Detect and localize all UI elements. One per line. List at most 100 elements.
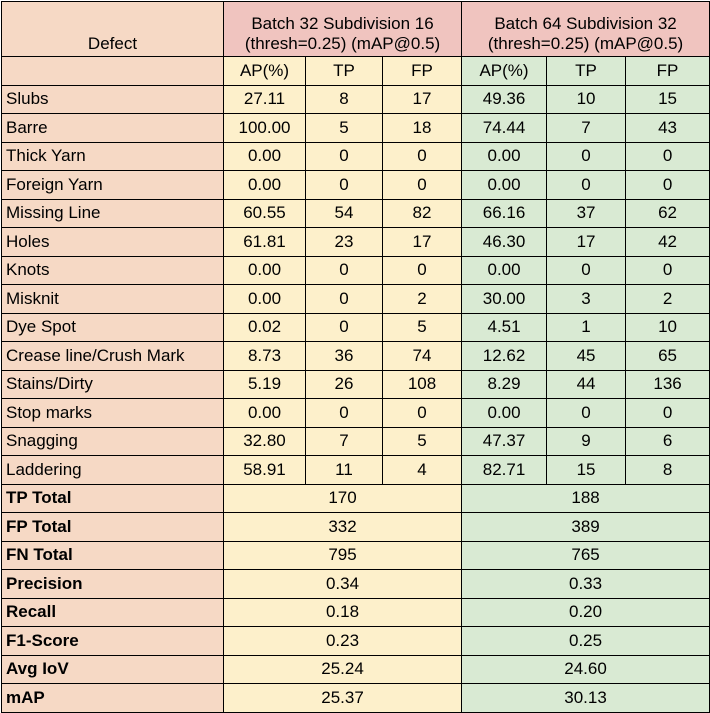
summary-row: FN Total 795 765 [1, 540, 710, 570]
table-row: Slubs 27.11 8 17 49.36 10 15 [1, 84, 710, 114]
defect-label: Dye Spot [1, 312, 224, 342]
batch64-ap-cell: 12.62 [461, 341, 548, 371]
batch32-summary-value: 0.34 [222, 569, 463, 599]
batch32-tp-cell: 0 [305, 312, 383, 342]
batch32-tp-cell: 54 [305, 198, 383, 228]
batch64-tp-cell: 17 [546, 227, 627, 257]
batch64-tp-cell: 10 [546, 84, 627, 114]
batch32-fp-cell: 0 [381, 141, 463, 171]
batch64-tp-cell: 9 [546, 426, 627, 456]
batch32-header: Batch 32 Subdivision 16 (thresh=0.25) (m… [222, 1, 463, 57]
batch64-ap-cell: 47.37 [461, 426, 548, 456]
summary-row: mAP 25.37 30.13 [1, 683, 710, 713]
batch32-fp-cell: 18 [381, 113, 463, 143]
batch64-ap-cell: 0.00 [461, 170, 548, 200]
defect-label: Barre [1, 113, 224, 143]
batch32-tp-cell: 0 [305, 284, 383, 314]
batch32-ap-cell: 0.00 [223, 398, 306, 428]
batch64-summary-value: 389 [461, 512, 710, 542]
batch32-summary-value: 0.18 [222, 597, 463, 627]
batch64-fp-cell: 8 [625, 455, 710, 485]
batch32-ap-cell: 61.81 [223, 227, 306, 257]
table-row: Crease line/Crush Mark 8.73 36 74 12.62 45 65 [1, 341, 710, 371]
batch32-summary-value: 25.24 [222, 654, 463, 684]
batch64-summary-value: 0.33 [461, 569, 710, 599]
batch64-ap-cell: 0.00 [461, 255, 548, 285]
summary-rows: TP Total 170 188 FP Total 332 389 FN Total 795 7… [1, 483, 710, 713]
subheader-blank [1, 56, 224, 86]
header-row: Defect Batch 32 Subdivision 16 (thresh=0… [1, 1, 710, 57]
batch64-ap-cell: 30.00 [461, 284, 548, 314]
table-row: Misknit 0.00 0 2 30.00 3 2 [1, 284, 710, 314]
batch32-summary-value: 170 [222, 483, 463, 513]
batch32-ap-cell: 0.00 [223, 170, 306, 200]
batch64-header: Batch 64 Subdivision 32 (thresh=0.25) (m… [461, 1, 710, 57]
batch64-tp-cell: 0 [546, 170, 627, 200]
batch64-header-line1: Batch 64 Subdivision 32 [494, 14, 677, 33]
table-row: Knots 0.00 0 0 0.00 0 0 [1, 255, 710, 285]
batch32-tp-cell: 36 [305, 341, 383, 371]
table-row: Stop marks 0.00 0 0 0.00 0 0 [1, 398, 710, 428]
batch64-ap-cell: 74.44 [461, 113, 548, 143]
batch32-summary-value: 25.37 [222, 683, 463, 713]
batch64-fp-cell: 136 [625, 369, 710, 399]
table-row: Holes 61.81 23 17 46.30 17 42 [1, 227, 710, 257]
batch64-summary-value: 24.60 [461, 654, 710, 684]
batch64-ap-cell: 66.16 [461, 198, 548, 228]
table-row: Dye Spot 0.02 0 5 4.51 1 10 [1, 312, 710, 342]
batch64-fp-cell: 0 [625, 398, 710, 428]
batch32-tp-cell: 0 [305, 170, 383, 200]
batch64-tp-cell: 37 [546, 198, 627, 228]
table-row: Snagging 32.80 7 5 47.37 9 6 [1, 426, 710, 456]
batch32-fp-cell: 0 [381, 255, 463, 285]
batch32-header-line1: Batch 32 Subdivision 16 [251, 14, 434, 33]
summary-row: TP Total 170 188 [1, 483, 710, 513]
batch32-fp-cell: 108 [381, 369, 463, 399]
batch32-fp-cell: 0 [381, 170, 463, 200]
summary-label: TP Total [1, 483, 224, 513]
summary-label: Avg IoV [1, 654, 224, 684]
batch64-ap-cell: 0.00 [461, 141, 548, 171]
subheader-fp: FP [625, 56, 710, 86]
summary-label: Precision [1, 569, 224, 599]
batch64-ap-cell: 0.00 [461, 398, 548, 428]
batch32-fp-cell: 17 [381, 84, 463, 114]
batch32-summary-value: 332 [222, 512, 463, 542]
batch64-fp-cell: 62 [625, 198, 710, 228]
defect-label: Misknit [1, 284, 224, 314]
batch32-ap-cell: 5.19 [223, 369, 306, 399]
subheader-tp: TP [546, 56, 627, 86]
defect-rows: Slubs 27.11 8 17 49.36 10 15 Barre 100.00 5 18 74.4… [1, 84, 710, 485]
batch32-summary-value: 795 [222, 540, 463, 570]
batch64-tp-cell: 0 [546, 255, 627, 285]
defect-label: Missing Line [1, 198, 224, 228]
summary-row: Precision 0.34 0.33 [1, 569, 710, 599]
batch64-tp-cell: 45 [546, 341, 627, 371]
subheader-ap: AP(%) [223, 56, 306, 86]
defect-label: Stop marks [1, 398, 224, 428]
summary-row: F1-Score 0.23 0.25 [1, 626, 710, 656]
batch64-tp-cell: 1 [546, 312, 627, 342]
batch64-fp-cell: 65 [625, 341, 710, 371]
defect-label: Slubs [1, 84, 224, 114]
batch64-fp-cell: 10 [625, 312, 710, 342]
summary-label: FN Total [1, 540, 224, 570]
batch32-ap-cell: 60.55 [223, 198, 306, 228]
batch32-summary-value: 0.23 [222, 626, 463, 656]
batch64-tp-cell: 7 [546, 113, 627, 143]
batch32-ap-cell: 0.00 [223, 255, 306, 285]
subheader-row: AP(%) TP FP AP(%) TP FP [1, 56, 710, 86]
batch32-ap-cell: 58.91 [223, 455, 306, 485]
batch64-tp-cell: 0 [546, 398, 627, 428]
batch64-fp-cell: 2 [625, 284, 710, 314]
table-row: Laddering 58.91 11 4 82.71 15 8 [1, 455, 710, 485]
batch64-summary-value: 0.25 [461, 626, 710, 656]
defect-label: Crease line/Crush Mark [1, 341, 224, 371]
batch64-fp-cell: 15 [625, 84, 710, 114]
table-row: Barre 100.00 5 18 74.44 7 43 [1, 113, 710, 143]
batch32-tp-cell: 26 [305, 369, 383, 399]
batch32-tp-cell: 0 [305, 398, 383, 428]
batch64-summary-value: 188 [461, 483, 710, 513]
defect-label: Laddering [1, 455, 224, 485]
batch64-fp-cell: 0 [625, 141, 710, 171]
